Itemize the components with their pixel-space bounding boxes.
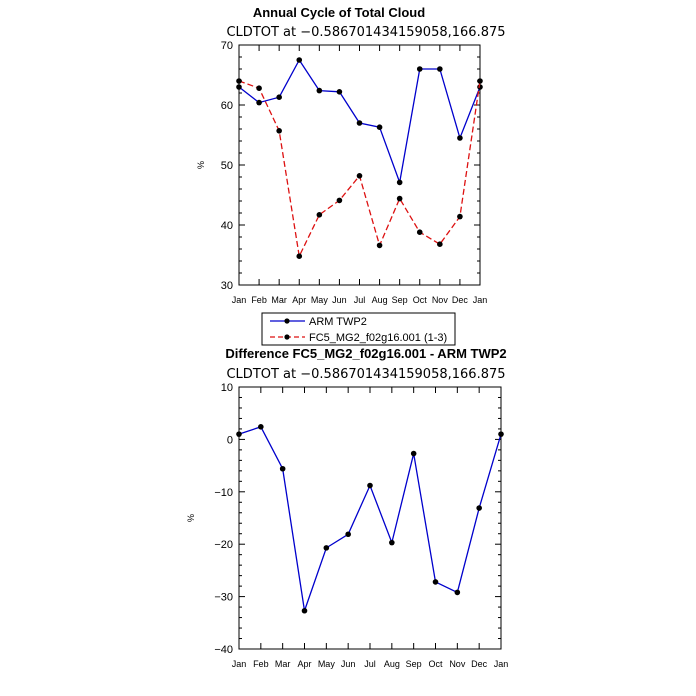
data-point [376, 124, 383, 130]
y-tick-label: 70 [221, 40, 233, 52]
y-axis-label: % [196, 161, 206, 169]
x-tick-label: Jan [494, 659, 509, 669]
x-tick-label: Jan [232, 659, 247, 669]
y-axis-label: % [186, 514, 196, 522]
y-tick-label: −30 [214, 592, 233, 604]
x-tick-label: Oct [428, 659, 443, 669]
y-tick-label: 60 [221, 100, 233, 112]
x-tick-label: Apr [292, 295, 306, 305]
data-point [276, 94, 282, 100]
chart-title: Difference FC5_MG2_f02g16.001 - ARM TWP2 [225, 346, 506, 361]
chart-subtitle: CLDTOT at −0.586701434159058,166.875 [226, 25, 505, 40]
data-point [416, 229, 423, 235]
x-tick-label: May [318, 659, 336, 669]
data-point [258, 424, 264, 430]
x-tick-label: Sep [406, 659, 422, 669]
x-tick-label: Feb [253, 659, 269, 669]
data-point [236, 78, 242, 84]
series-line-1 [238, 80, 481, 259]
difference-chart: Difference FC5_MG2_f02g16.001 - ARM TWP2… [186, 346, 508, 669]
data-point [410, 450, 417, 457]
x-tick-label: May [311, 295, 329, 305]
data-point [356, 173, 363, 179]
legend-label-arm: ARM TWP2 [309, 316, 367, 328]
data-point [389, 539, 395, 546]
data-point [457, 213, 463, 220]
y-tick-label: 0 [227, 434, 233, 446]
x-tick-label: Mar [275, 659, 291, 669]
data-point [296, 57, 303, 63]
plot-frame [238, 386, 502, 650]
x-tick-label: Dec [471, 659, 488, 669]
data-point [356, 120, 363, 126]
data-point [457, 135, 463, 141]
y-tick-label: 40 [221, 220, 233, 232]
data-point [437, 66, 443, 72]
data-point [396, 195, 403, 202]
data-point [296, 253, 303, 259]
data-point [437, 241, 443, 247]
data-point [336, 197, 343, 204]
data-point [367, 482, 373, 489]
data-point [316, 87, 323, 94]
legend-marker-model [284, 334, 290, 340]
x-tick-label: Nov [432, 295, 449, 305]
data-point [256, 99, 262, 106]
data-point [256, 85, 262, 91]
x-tick-label: Feb [251, 295, 267, 305]
legend-label-model: FC5_MG2_f02g16.001 (1-3) [309, 332, 447, 344]
y-tick-label: 10 [221, 382, 233, 394]
x-tick-label: Aug [384, 659, 400, 669]
chart-subtitle: CLDTOT at −0.586701434159058,166.875 [226, 367, 505, 382]
x-tick-label: Jan [232, 295, 247, 305]
legend: ARM TWP2 FC5_MG2_f02g16.001 (1-3) [261, 312, 456, 346]
plot-area: −40 −30 −20 −10 0 10 Jan Feb Mar Apr May Jun Jul Aug S… [214, 382, 508, 669]
series-line-0 [238, 426, 502, 611]
data-point [279, 465, 286, 472]
data-point [477, 84, 483, 90]
data-point [416, 66, 423, 72]
data-point [323, 545, 330, 551]
plot-area: 30 40 50 60 70 Jan Feb Mar Apr May Jun Jul Aug Sep Oct… [221, 40, 488, 305]
x-tick-label: Aug [372, 295, 388, 305]
data-point [301, 607, 308, 614]
data-point [432, 579, 439, 585]
y-tick-label: −40 [214, 644, 233, 656]
data-point [476, 505, 482, 511]
x-tick-label: Oct [413, 295, 428, 305]
legend-box [261, 312, 456, 346]
data-point [477, 78, 483, 84]
chart-title: Annual Cycle of Total Cloud [253, 5, 425, 20]
x-tick-label: Dec [452, 295, 469, 305]
x-tick-label: Mar [271, 295, 287, 305]
legend-marker-arm [284, 318, 290, 324]
x-tick-label: Nov [449, 659, 466, 669]
x-tick-label: Apr [297, 659, 311, 669]
data-point [376, 242, 383, 249]
x-tick-label: Jun [332, 295, 347, 305]
data-point [276, 128, 282, 134]
y-tick-label: 30 [221, 280, 233, 292]
data-point [345, 531, 351, 538]
x-tick-label: Sep [392, 295, 408, 305]
data-point [316, 212, 323, 218]
data-point [236, 431, 242, 437]
annual-cycle-chart: Annual Cycle of Total Cloud CLDTOT at −0… [196, 5, 506, 305]
x-tick-label: Jan [473, 295, 488, 305]
x-tick-label: Jul [354, 295, 366, 305]
x-tick-label: Jul [364, 659, 376, 669]
y-tick-label: −10 [214, 487, 233, 499]
y-tick-label: −20 [214, 539, 233, 551]
data-point [396, 179, 403, 186]
data-point [236, 84, 242, 90]
data-point [454, 589, 461, 596]
data-point [336, 89, 343, 95]
y-tick-label: 50 [221, 160, 233, 172]
data-point [498, 431, 504, 437]
x-tick-label: Jun [341, 659, 356, 669]
